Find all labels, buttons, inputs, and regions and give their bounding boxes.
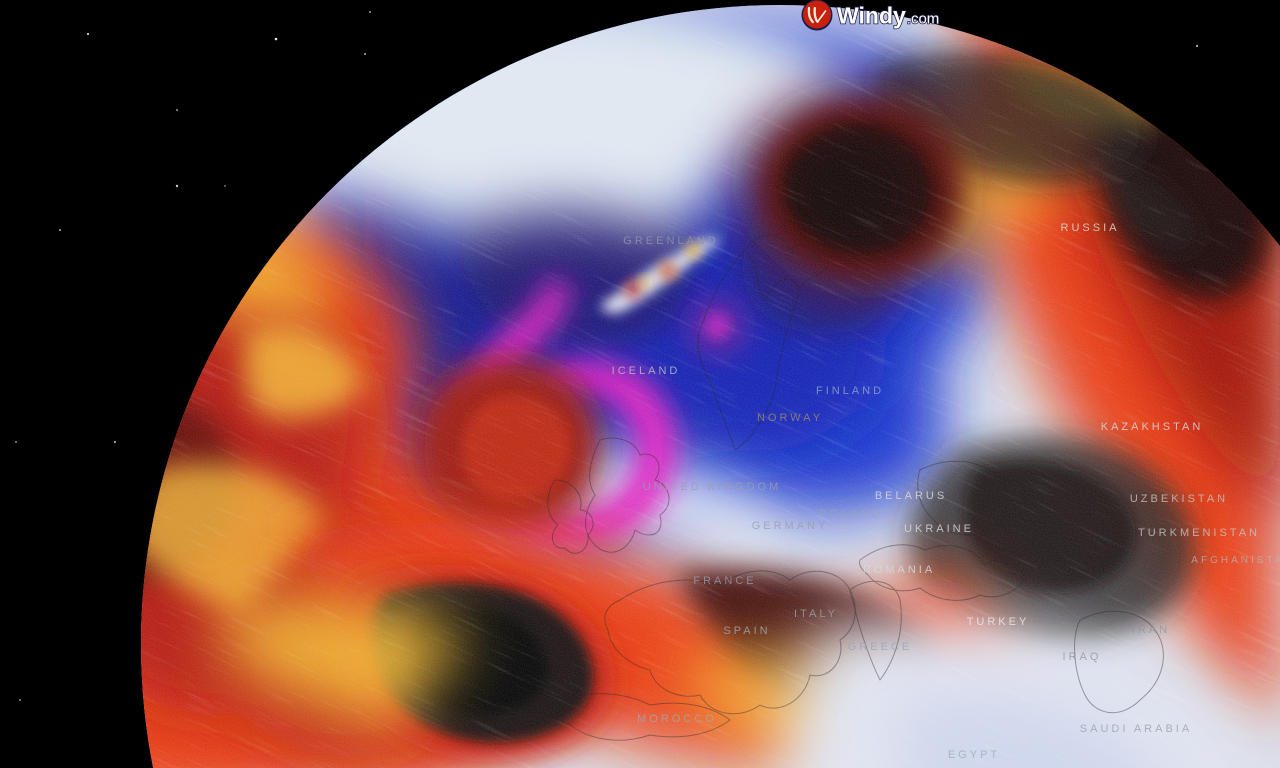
svg-text:UKRAINE: UKRAINE [904,523,974,535]
svg-text:ICELAND: ICELAND [612,365,681,377]
svg-text:BELARUS: BELARUS [875,490,947,502]
svg-text:FINLAND: FINLAND [816,385,884,397]
svg-text:SPAIN: SPAIN [723,625,770,637]
svg-text:MOROCCO: MOROCCO [637,713,717,725]
svg-text:GERMANY: GERMANY [752,520,829,532]
svg-text:ITALY: ITALY [794,608,838,620]
svg-text:RUSSIA: RUSSIA [1061,222,1120,234]
svg-text:IRAQ: IRAQ [1063,651,1102,663]
svg-text:NORWAY: NORWAY [757,412,823,424]
svg-text:SAUDI ARABIA: SAUDI ARABIA [1080,723,1192,735]
svg-text:GREECE: GREECE [848,641,912,653]
svg-text:POLAND: POLAND [819,508,882,520]
svg-text:TURKEY: TURKEY [967,616,1030,628]
svg-text:UZBEKISTAN: UZBEKISTAN [1130,493,1228,505]
svg-text:EGYPT: EGYPT [948,749,1000,761]
svg-text:FRANCE: FRANCE [693,575,756,587]
svg-text:ROMANIA: ROMANIA [863,564,935,576]
svg-text:AFGHANISTAN: AFGHANISTAN [1191,555,1280,566]
svg-text:UNITED KINGDOM: UNITED KINGDOM [643,481,782,493]
svg-text:GREENLAND: GREENLAND [623,235,718,247]
svg-text:TURKMENISTAN: TURKMENISTAN [1138,527,1260,539]
svg-text:IRAN: IRAN [1132,624,1170,636]
svg-text:KAZAKHSTAN: KAZAKHSTAN [1101,421,1204,433]
